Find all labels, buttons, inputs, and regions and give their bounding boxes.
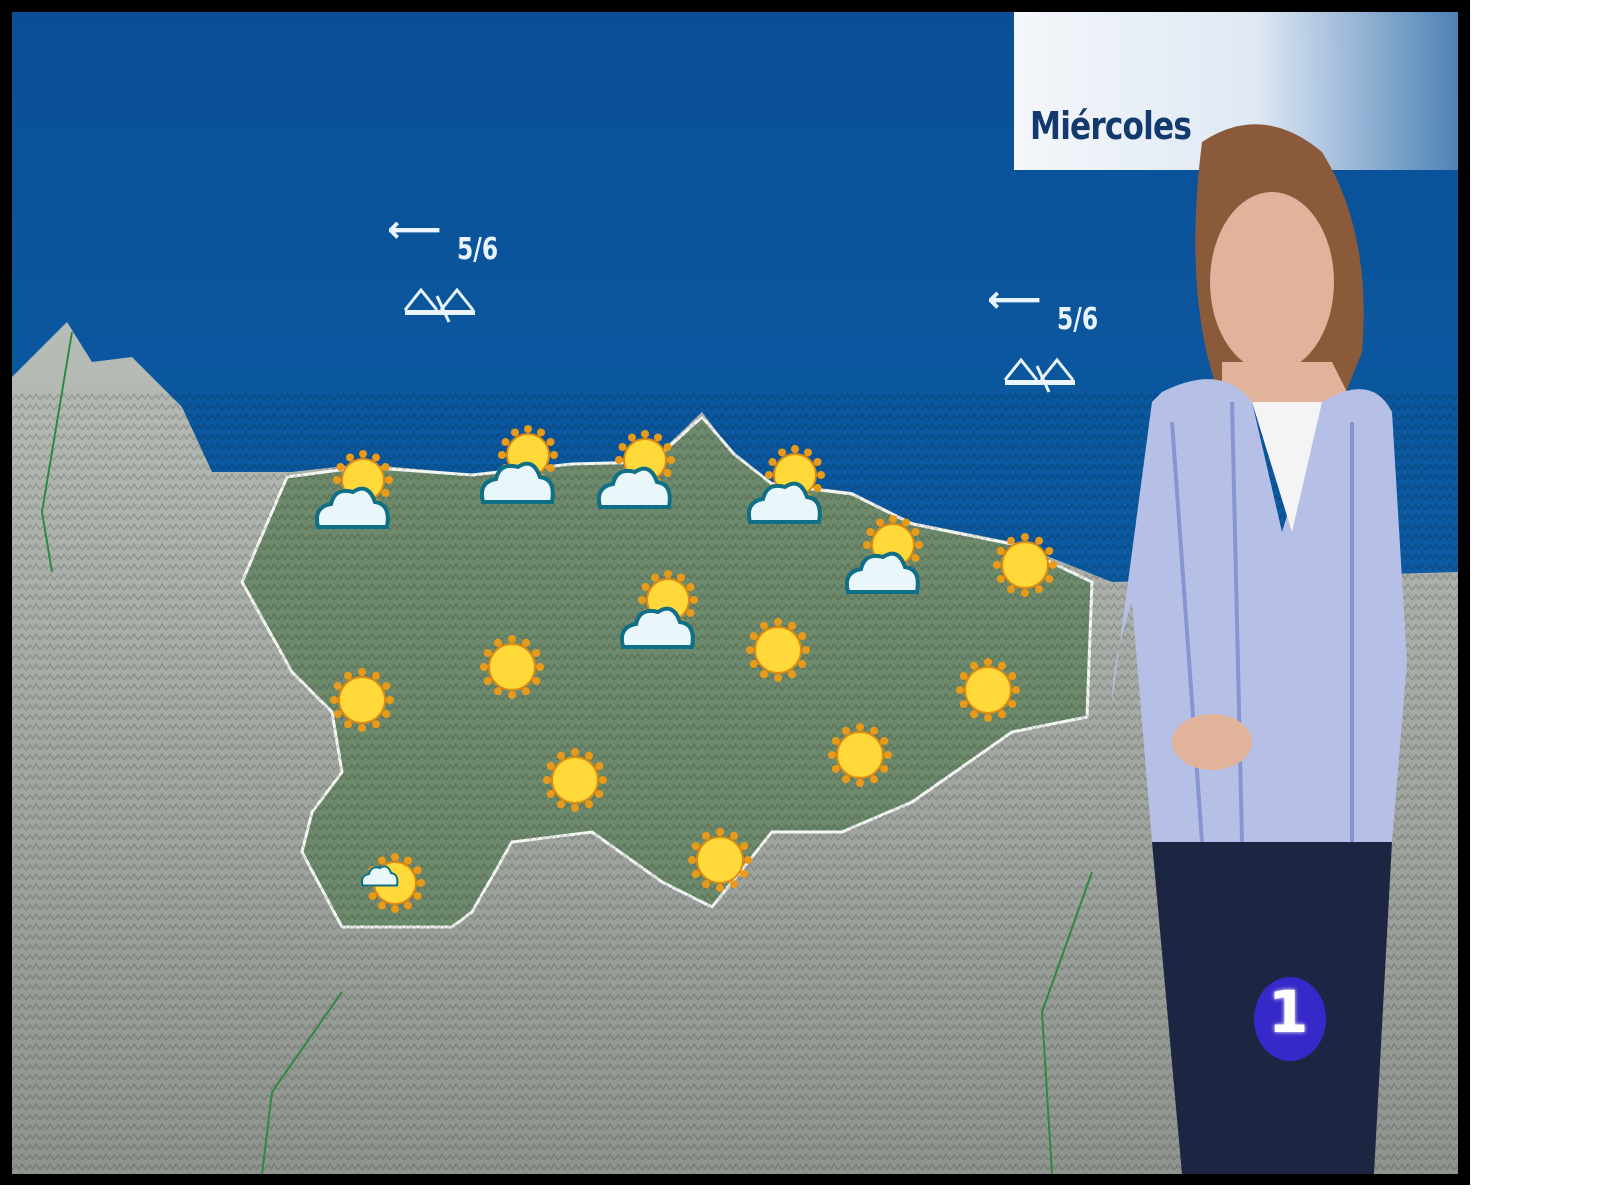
border-line xyxy=(40,331,1093,1174)
sunny-icon xyxy=(980,520,1080,624)
sunny-icon xyxy=(733,605,833,709)
partly-cloudy-icon xyxy=(305,450,405,554)
day-label: Miércoles xyxy=(1030,104,1192,148)
arrow-left-icon: ⟵ xyxy=(987,277,1042,321)
sunny-icon xyxy=(815,710,915,814)
waves-icon xyxy=(403,287,475,323)
sunny-icon xyxy=(675,815,775,919)
sunny-icon xyxy=(943,645,1043,749)
wind-value: 5/6 xyxy=(457,232,499,267)
partly-cloudy-icon xyxy=(610,570,710,674)
partly-cloudy-icon xyxy=(737,445,837,549)
weather-map-screen: Miércoles ⟵ 5/6 ⟵ 5/6 1 xyxy=(12,12,1458,1174)
arrow-left-icon: ⟵ xyxy=(387,207,442,251)
sunny-icon xyxy=(530,735,630,839)
tv-frame: Miércoles ⟵ 5/6 ⟵ 5/6 1 xyxy=(0,0,1470,1185)
sunny-icon xyxy=(467,622,567,726)
channel-logo: 1 xyxy=(1250,974,1332,1064)
sunny-icon xyxy=(317,655,417,759)
waves-icon xyxy=(1003,357,1075,393)
partly-cloudy-icon xyxy=(587,430,687,534)
partly-cloudy-icon xyxy=(470,425,570,529)
partly-cloudy-small-icon xyxy=(340,835,440,939)
partly-cloudy-icon xyxy=(835,515,935,619)
wind-value: 5/6 xyxy=(1057,302,1099,337)
